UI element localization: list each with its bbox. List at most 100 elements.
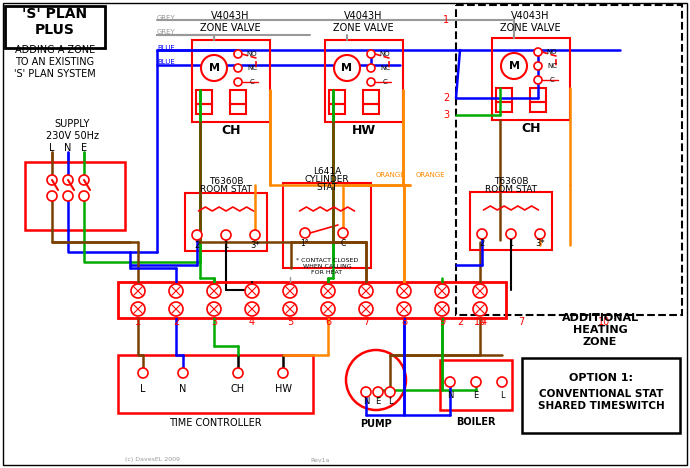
Circle shape [359,302,373,316]
Text: ADDITIONAL
HEATING
ZONE: ADDITIONAL HEATING ZONE [562,314,638,347]
Text: 6: 6 [325,317,331,327]
Text: L: L [140,384,146,394]
Text: 2: 2 [457,317,463,327]
Circle shape [278,368,288,378]
Bar [196,104,212,114]
Text: L641A: L641A [313,168,341,176]
Bar [329,104,345,114]
Circle shape [477,229,487,239]
Circle shape [192,230,202,240]
Circle shape [338,228,348,238]
Bar [440,360,512,410]
Text: T6360B: T6360B [209,177,244,187]
Text: 4: 4 [481,317,487,327]
Text: V4043H
ZONE VALVE: V4043H ZONE VALVE [199,11,260,33]
Circle shape [367,64,375,72]
Circle shape [346,350,406,410]
Text: 'S' PLAN
PLUS: 'S' PLAN PLUS [23,7,88,37]
Text: 10: 10 [598,317,610,327]
Circle shape [497,377,507,387]
Circle shape [397,302,411,316]
Bar [530,102,546,112]
Circle shape [367,50,375,58]
Text: 7: 7 [363,317,369,327]
Text: HW: HW [275,384,291,394]
Circle shape [334,55,360,81]
Bar [470,192,552,250]
Circle shape [79,191,89,201]
Text: HW: HW [352,124,376,138]
Text: L: L [49,143,55,153]
Circle shape [473,302,487,316]
Circle shape [283,284,297,298]
Text: BLUE: BLUE [157,45,175,51]
Bar [329,90,345,104]
Text: TIME CONTROLLER: TIME CONTROLLER [169,418,262,428]
Bar [230,104,246,114]
Text: E: E [473,390,479,400]
Circle shape [321,284,335,298]
Text: STAT: STAT [317,183,337,192]
Circle shape [234,50,242,58]
Bar [522,358,680,433]
Bar [492,38,570,120]
Text: E: E [81,143,87,153]
Text: CYLINDER: CYLINDER [305,176,349,184]
Circle shape [283,302,297,316]
Circle shape [178,368,188,378]
Circle shape [535,229,545,239]
Circle shape [435,284,449,298]
Text: N: N [179,384,187,394]
Circle shape [63,175,73,185]
Bar [496,88,512,102]
Text: SUPPLY
230V 50Hz: SUPPLY 230V 50Hz [46,119,99,141]
Text: 2: 2 [173,317,179,327]
Text: 1: 1 [443,15,449,25]
Bar [118,282,506,318]
Bar [283,183,371,268]
Text: N: N [447,390,453,400]
Bar [5,6,105,48]
Circle shape [47,175,57,185]
Bar [230,90,246,104]
Text: ROOM STAT: ROOM STAT [200,185,252,195]
Circle shape [373,387,383,397]
Text: N: N [64,143,72,153]
Text: T6360B: T6360B [494,176,529,185]
Bar [363,104,379,114]
Text: CH: CH [231,384,245,394]
Text: NO: NO [247,51,257,57]
Text: N: N [363,397,369,407]
Text: NC: NC [547,63,557,69]
Text: NO: NO [380,51,391,57]
Text: 5: 5 [287,317,293,327]
Text: 3*: 3* [535,240,545,249]
Text: ORANGE: ORANGE [415,172,445,178]
Circle shape [131,302,145,316]
Circle shape [300,228,310,238]
Text: 2: 2 [195,241,199,249]
Text: M: M [208,63,219,73]
Circle shape [250,230,260,240]
Text: CH: CH [521,123,541,136]
Text: BOILER: BOILER [456,417,495,427]
Circle shape [221,230,231,240]
Text: NO: NO [546,49,558,55]
Text: GREY: GREY [157,15,176,21]
Text: 4: 4 [249,317,255,327]
Text: V4043H
ZONE VALVE: V4043H ZONE VALVE [500,11,560,33]
Circle shape [245,284,259,298]
Circle shape [359,284,373,298]
Circle shape [435,302,449,316]
Circle shape [445,377,455,387]
Bar [530,88,546,102]
Circle shape [234,64,242,72]
Circle shape [361,387,371,397]
Circle shape [385,387,395,397]
Circle shape [473,284,487,298]
Text: 10: 10 [474,317,486,327]
Text: 1°: 1° [301,239,309,248]
Text: * CONTACT CLOSED
WHEN CALLING
FOR HEAT: * CONTACT CLOSED WHEN CALLING FOR HEAT [296,258,358,275]
Text: 3*: 3* [250,241,260,249]
Circle shape [501,53,527,79]
